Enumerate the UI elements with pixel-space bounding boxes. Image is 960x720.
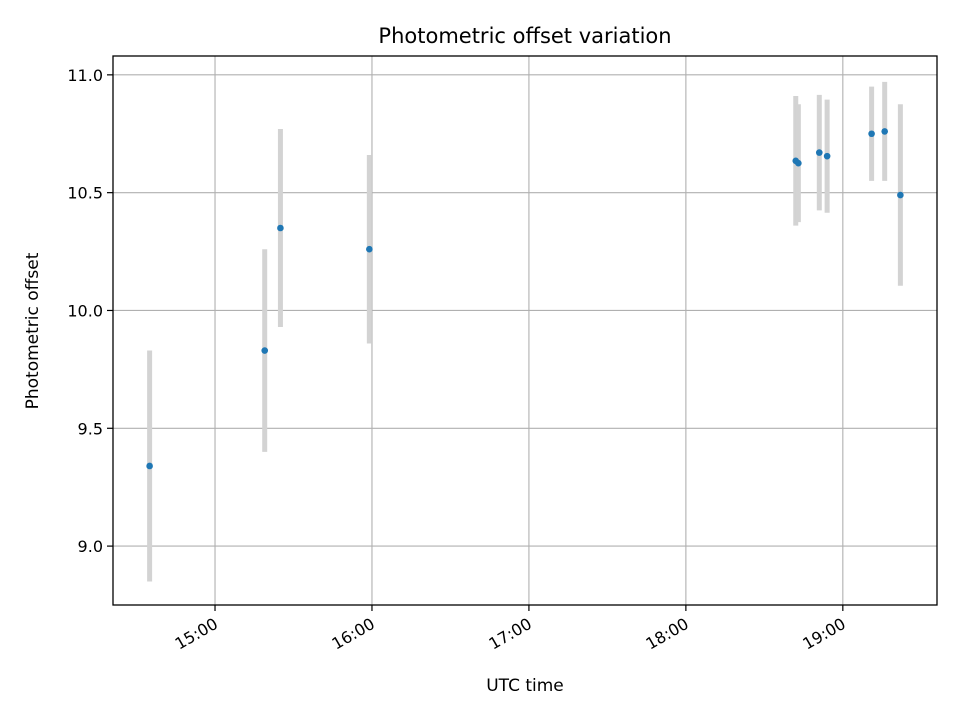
y-axis-ticks: 9.0 9.5 10.0 10.5 11.0 — [67, 66, 113, 556]
y-tick-label: 10.5 — [67, 184, 103, 203]
data-point — [868, 130, 875, 138]
data-point — [146, 462, 153, 470]
data-point — [897, 191, 904, 199]
data-point — [795, 159, 802, 167]
data-point — [881, 128, 888, 135]
axes-frame — [112, 55, 938, 606]
data-points — [146, 128, 904, 470]
data-point — [823, 152, 831, 160]
data-point — [277, 224, 284, 232]
y-tick-label: 10.0 — [67, 301, 103, 320]
data-point — [366, 245, 373, 253]
y-tick-label: 9.0 — [78, 537, 103, 556]
data-point — [815, 149, 823, 156]
y-tick-label: 9.5 — [78, 419, 103, 438]
y-axis-label: Photometric offset — [23, 252, 43, 409]
x-axis-label: UTC time — [486, 676, 564, 696]
data-point — [261, 347, 269, 354]
y-tick-label: 11.0 — [67, 66, 103, 85]
chart-title: Photometric offset variation — [378, 24, 671, 48]
